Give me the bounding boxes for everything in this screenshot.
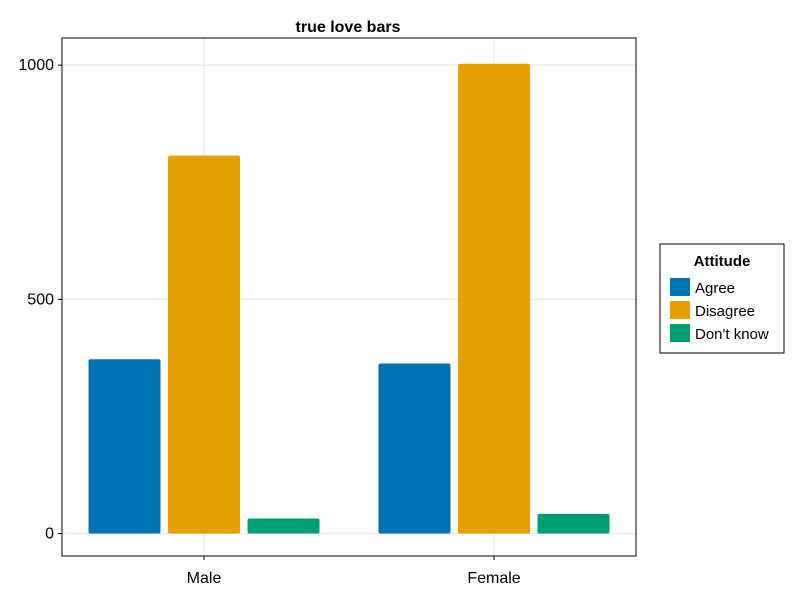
- bar: [168, 155, 240, 534]
- x-tick-label: Male: [187, 570, 222, 587]
- chart-title: true love bars: [296, 19, 401, 36]
- legend: Attitude Agree Disagree Don't know: [659, 243, 785, 354]
- bar: [247, 518, 320, 534]
- bar: [458, 63, 530, 534]
- legend-label: Disagree: [695, 303, 755, 320]
- legend-title: Attitude: [694, 253, 751, 270]
- y-tick-label: 1000: [18, 57, 54, 74]
- bars: [88, 63, 610, 534]
- x-axis: Male Female: [187, 556, 521, 587]
- x-tick-label: Female: [467, 570, 520, 587]
- bar: [537, 513, 610, 534]
- legend-label: Don't know: [695, 326, 769, 343]
- legend-label: Agree: [695, 280, 735, 297]
- bar: [88, 359, 161, 534]
- y-tick-label: 0: [45, 526, 54, 543]
- plot-frame: [61, 37, 637, 557]
- legend-swatch: [670, 278, 690, 296]
- y-tick-label: 500: [27, 291, 54, 308]
- legend-swatch: [670, 301, 690, 319]
- legend-items: Agree Disagree Don't know: [670, 278, 769, 343]
- y-axis: 0 500 1000: [18, 57, 62, 543]
- bar: [378, 363, 451, 534]
- legend-swatch: [670, 324, 690, 342]
